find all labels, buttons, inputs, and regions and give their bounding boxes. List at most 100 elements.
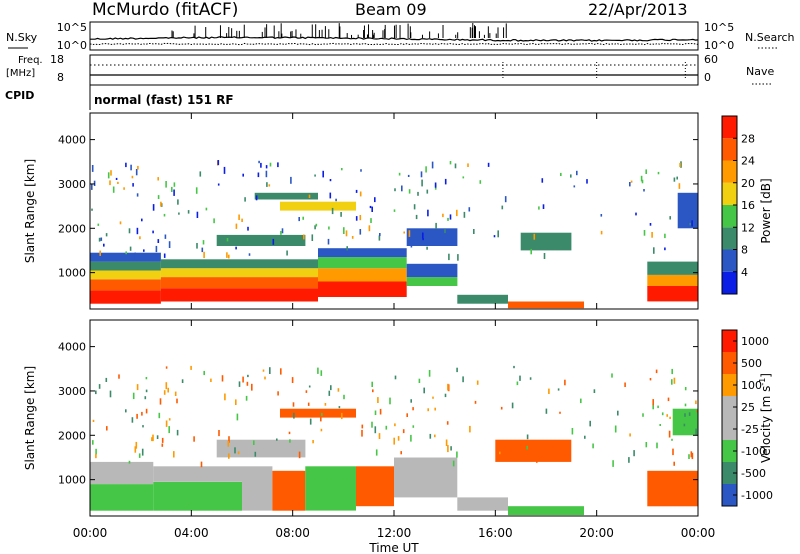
scatter-echo — [157, 239, 160, 243]
scatter-echo — [643, 189, 645, 192]
scatter-echo — [664, 233, 666, 239]
scatter-echo — [529, 377, 532, 380]
scatter-echo — [132, 392, 135, 400]
scatter-echo — [298, 451, 301, 459]
scatter-echo — [341, 168, 343, 171]
scatter-echo — [369, 205, 372, 209]
freq-unit-label: [MHz] — [6, 68, 35, 79]
scatter-echo — [257, 172, 260, 178]
scatter-echo — [408, 189, 411, 194]
heatmap-cell — [457, 497, 508, 511]
scatter-echo — [519, 375, 521, 381]
scatter-echo — [651, 232, 653, 238]
colorbar-tick-label: 100 — [741, 379, 762, 392]
scatter-echo — [210, 378, 212, 382]
scatter-echo — [355, 216, 358, 221]
power-colorbar-label: Power [dB] — [759, 178, 773, 243]
scatter-echo — [161, 437, 164, 443]
scatter-echo — [155, 245, 158, 253]
scatter-echo — [136, 227, 139, 235]
scatter-echo — [264, 376, 266, 380]
scatter-echo — [223, 166, 226, 174]
velocity-colorbar-label-sup: -1 — [758, 378, 767, 386]
scatter-echo — [160, 201, 162, 207]
scatter-echo — [203, 251, 205, 259]
heatmap-cell — [280, 201, 356, 211]
scatter-echo — [236, 413, 239, 421]
scatter-echo — [678, 183, 681, 189]
scatter-echo — [329, 192, 332, 199]
scatter-echo — [345, 230, 348, 237]
scatter-echo — [628, 457, 630, 463]
colorbar-segment — [722, 484, 737, 506]
scatter-echo — [190, 365, 192, 370]
heatmap-cell — [520, 232, 572, 251]
scatter-echo — [136, 384, 139, 391]
nsearch-label: N.Search — [745, 31, 795, 44]
freq-panel — [89, 54, 699, 86]
velocity-colorbar-label-end: ] — [759, 373, 773, 378]
scatter-echo — [234, 447, 236, 454]
scatter-echo — [642, 413, 644, 417]
scatter-echo — [695, 400, 697, 405]
scatter-echo — [417, 191, 419, 196]
scatter-echo — [680, 161, 682, 168]
scatter-echo — [462, 176, 465, 179]
scatter-echo — [156, 435, 159, 439]
heatmap-cell — [508, 506, 584, 516]
scatter-echo — [501, 205, 504, 210]
scatter-echo — [456, 367, 458, 373]
heatmap-cell — [90, 484, 154, 511]
scatter-echo — [690, 451, 693, 458]
scatter-echo — [421, 179, 423, 187]
heatmap-cell — [216, 234, 306, 246]
scatter-echo — [135, 169, 138, 176]
scatter-echo — [307, 402, 310, 406]
colorbar-segment — [722, 227, 737, 250]
scatter-echo — [98, 384, 101, 389]
scatter-echo — [526, 434, 529, 440]
cpid-text: normal (fast) 151 RF — [94, 93, 234, 107]
scatter-echo — [533, 233, 536, 240]
scatter-echo — [202, 240, 205, 245]
scatter-echo — [290, 176, 292, 184]
scatter-echo — [289, 439, 291, 443]
scatter-echo — [635, 212, 637, 216]
scatter-echo — [360, 169, 362, 172]
heatmap-cell — [90, 279, 161, 291]
scatter-echo — [346, 246, 348, 251]
scatter-echo — [141, 218, 143, 222]
scatter-echo — [592, 443, 594, 449]
scatter-echo — [403, 231, 405, 234]
scatter-echo — [541, 178, 544, 183]
scatter-echo — [643, 230, 646, 236]
scatter-echo — [423, 387, 425, 394]
heatmap-cell — [394, 457, 458, 498]
scatter-echo — [645, 169, 647, 174]
scatter-echo — [361, 424, 364, 429]
scatter-echo — [476, 380, 479, 385]
power-heatmap — [90, 160, 698, 309]
scatter-echo — [343, 227, 345, 234]
scatter-echo — [173, 189, 175, 196]
scatter-echo — [586, 179, 588, 184]
freq-label: Freq. — [18, 55, 43, 66]
scatter-echo — [171, 186, 173, 192]
heatmap-cell — [160, 277, 318, 289]
heatmap-cell — [216, 439, 306, 458]
scatter-echo — [165, 382, 168, 390]
scatter-echo — [611, 373, 613, 378]
scatter-echo — [666, 414, 668, 417]
scatter-echo — [406, 413, 408, 417]
scatter-echo — [125, 162, 127, 168]
scatter-echo — [351, 236, 354, 239]
scatter-echo — [288, 431, 291, 435]
scatter-echo — [564, 379, 566, 386]
heatmap-cell — [318, 281, 407, 297]
scatter-echo — [445, 439, 448, 446]
scatter-echo — [673, 461, 675, 466]
scatter-echo — [467, 163, 469, 167]
scatter-echo — [684, 413, 686, 417]
scatter-echo — [199, 171, 202, 177]
y-tick-label: 1000 — [58, 474, 86, 487]
